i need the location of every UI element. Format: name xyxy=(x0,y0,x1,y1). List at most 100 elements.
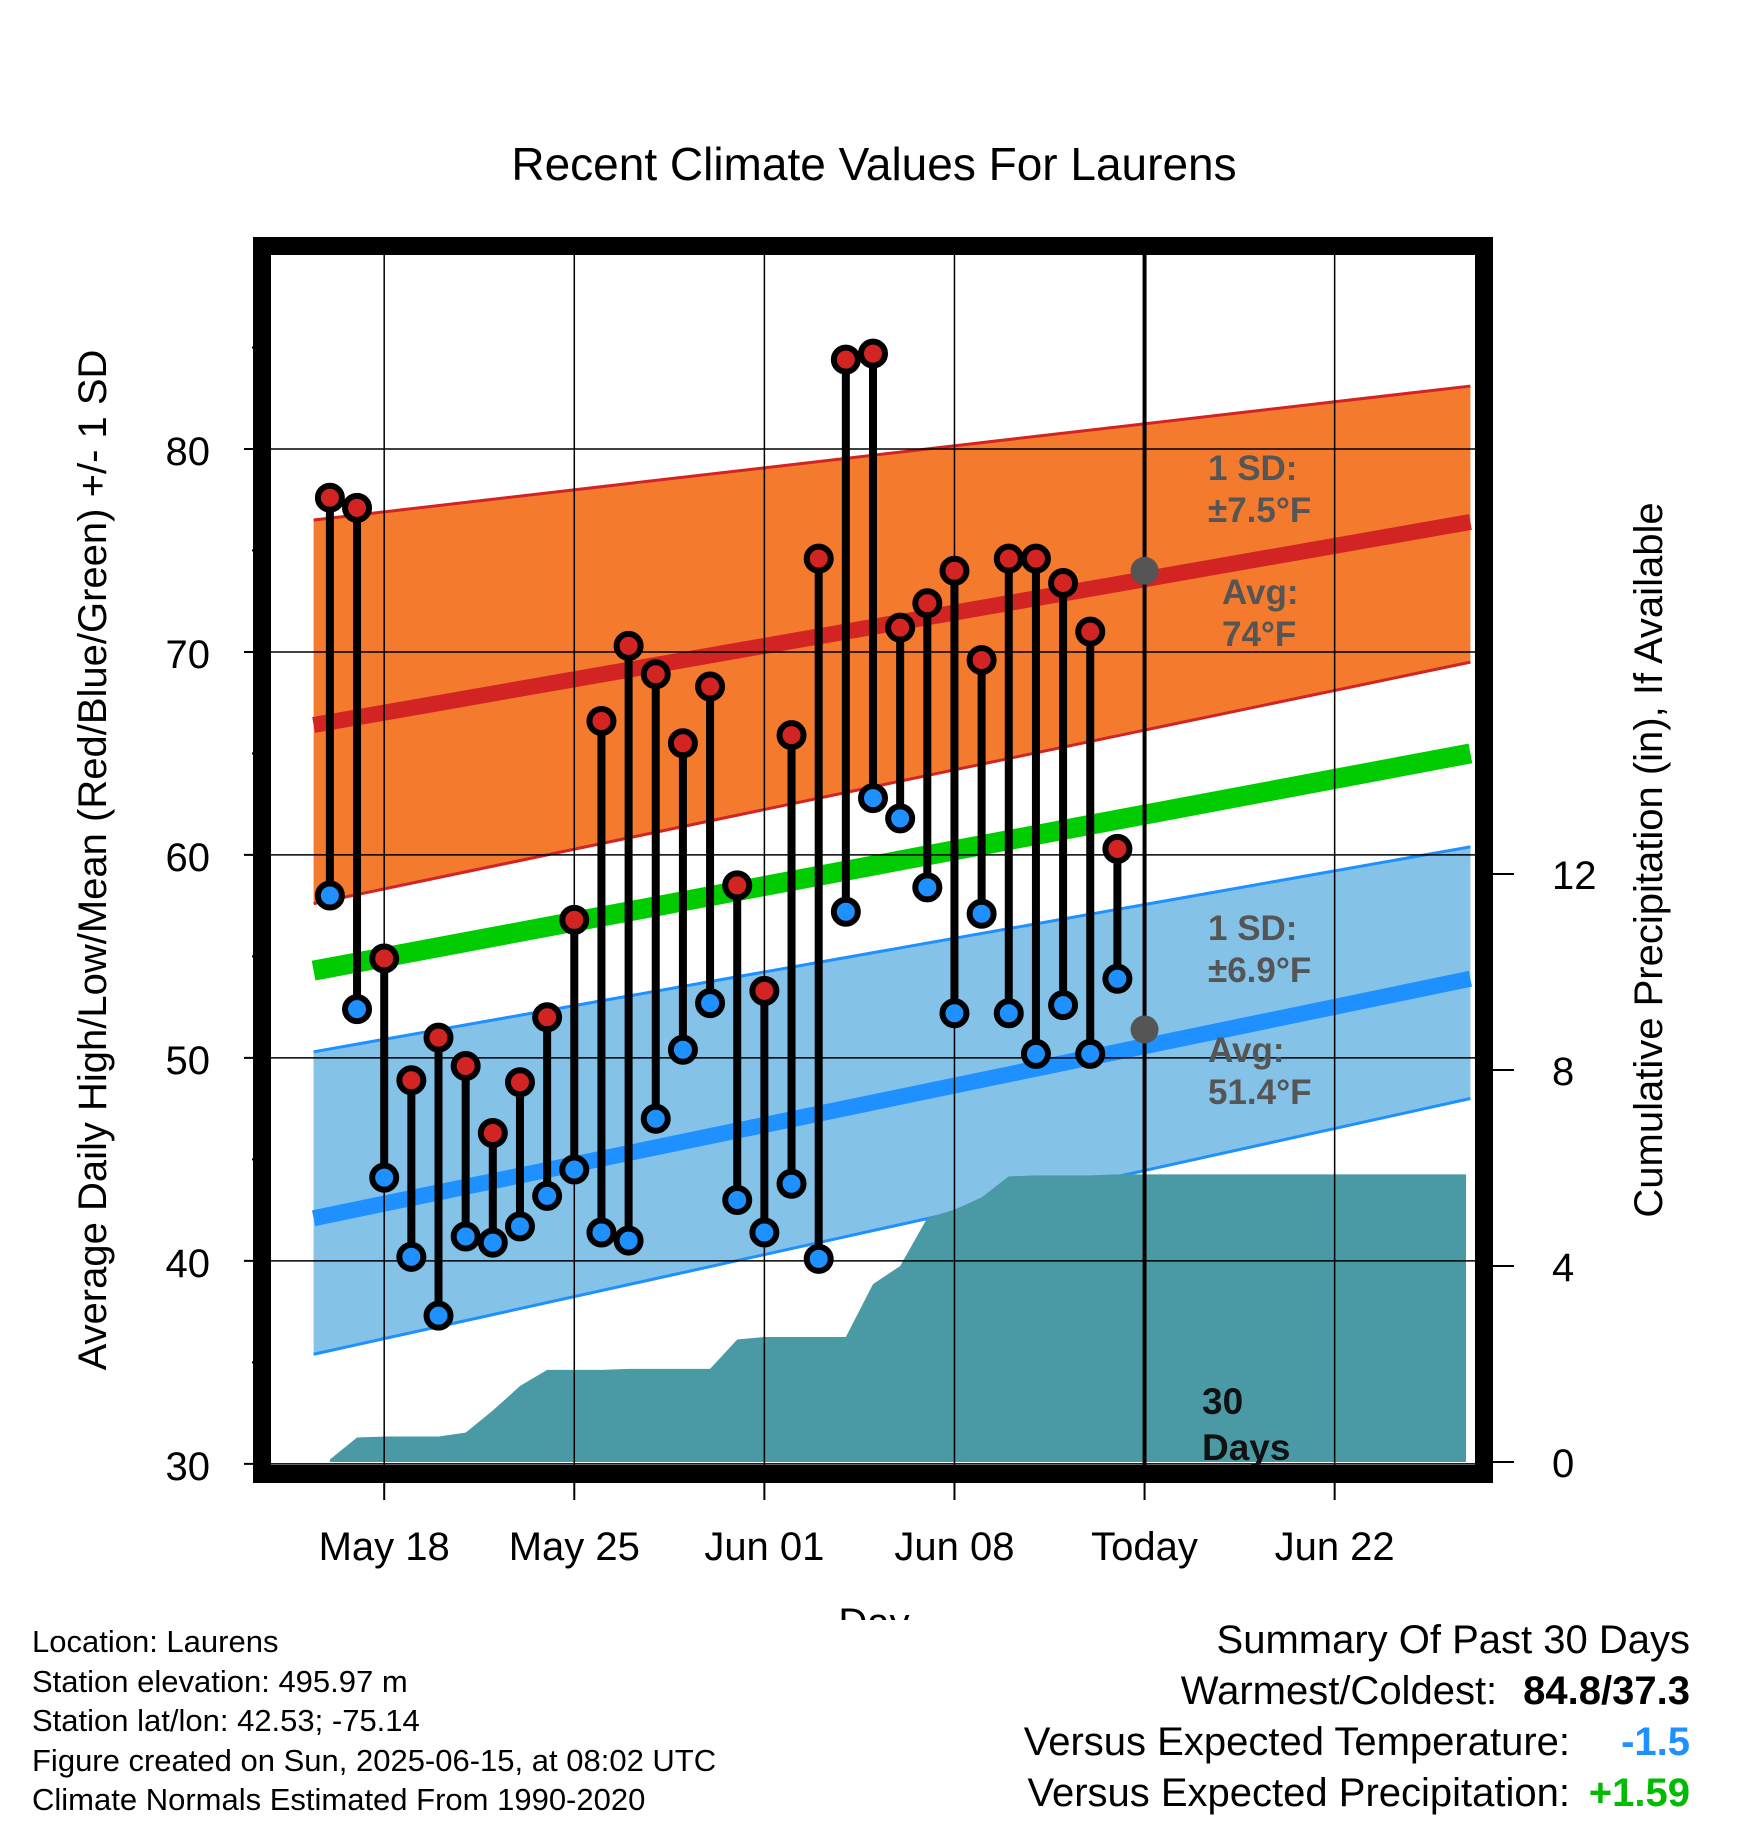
low-sd-annotation: 1 SD: ±6.9°F xyxy=(1208,909,1311,990)
prcp-label: Versus Expected Precipitation: xyxy=(1027,1771,1570,1815)
high-point xyxy=(559,904,590,935)
summary-temp-row: Versus Expected Temperature: -1.5 xyxy=(1024,1717,1690,1768)
summary-panel: Summary Of Past 30 Days Warmest/Coldest:… xyxy=(1024,1615,1690,1819)
high-point xyxy=(504,1067,535,1098)
today-low-avg-marker xyxy=(1130,1015,1159,1044)
low-point xyxy=(613,1225,644,1256)
high-point xyxy=(1102,833,1133,864)
x-axis-label: Day xyxy=(838,1601,909,1620)
low-point xyxy=(912,872,943,903)
low-point xyxy=(477,1227,508,1258)
high-point xyxy=(858,338,888,369)
location-text: Location: Laurens xyxy=(32,1624,279,1659)
high-point xyxy=(830,344,861,375)
high-point xyxy=(966,645,997,676)
precip-area xyxy=(329,1174,1466,1462)
x-tick-label-2: Jun 01 xyxy=(704,1525,824,1569)
y2-tick-label-0: 0 xyxy=(1552,1442,1574,1486)
low-point xyxy=(1075,1038,1106,1069)
climate-chart: Recent Climate Values For Laurens 1 SD: ±… xyxy=(71,138,1671,1620)
high-point xyxy=(776,720,807,751)
x-tick-label-1: May 25 xyxy=(509,1525,640,1569)
high-point xyxy=(477,1118,508,1149)
low-point xyxy=(423,1300,454,1331)
mean-line xyxy=(311,743,1473,981)
low-point xyxy=(532,1180,563,1211)
low-lower-edge xyxy=(313,1097,1471,1356)
high-point xyxy=(1075,616,1106,647)
low-point xyxy=(830,896,861,927)
low-point xyxy=(586,1217,617,1248)
warm-value: 84.8/37.3 xyxy=(1523,1669,1690,1713)
low-point xyxy=(369,1162,400,1193)
y-tick-label-5: 80 xyxy=(166,430,211,474)
low-point xyxy=(1020,1038,1051,1069)
x-tick-label-5: Jun 22 xyxy=(1275,1525,1395,1569)
low-point xyxy=(885,803,916,834)
low-point xyxy=(776,1168,807,1199)
today-high-avg-marker xyxy=(1130,556,1159,585)
high-point xyxy=(1048,567,1079,598)
high-upper-edge xyxy=(313,384,1471,522)
high-point xyxy=(1020,543,1051,574)
high-point xyxy=(939,555,970,586)
low-point xyxy=(504,1211,535,1242)
high-sd-annotation: 1 SD: ±7.5°F xyxy=(1208,449,1311,530)
high-point xyxy=(532,1002,563,1033)
low-point xyxy=(939,998,970,1029)
y-axis-label: Average Daily High/Low/Mean (Red/Blue/Gr… xyxy=(71,350,115,1371)
high-point xyxy=(586,705,617,736)
y2-tick-label-1: 4 xyxy=(1552,1246,1574,1290)
y2-tick-label-3: 12 xyxy=(1552,854,1597,898)
low-point xyxy=(640,1103,671,1134)
high-point xyxy=(342,492,373,523)
high-point xyxy=(667,728,698,759)
y-tick-label-0: 30 xyxy=(166,1445,211,1489)
high-point xyxy=(722,870,753,901)
low-point xyxy=(314,880,345,911)
high-lower-edge xyxy=(313,660,1471,906)
low-point xyxy=(858,783,888,814)
low-point xyxy=(993,998,1024,1029)
high-point xyxy=(695,671,726,702)
plot-frame xyxy=(253,237,1493,1483)
low-point xyxy=(342,994,373,1025)
created-text: Figure created on Sun, 2025-06-15, at 08… xyxy=(32,1742,717,1778)
high-point xyxy=(749,975,780,1006)
latlon-text: Station lat/lon: 42.53; -75.14 xyxy=(32,1703,420,1738)
low-point xyxy=(396,1241,427,1272)
low-point xyxy=(1102,963,1133,994)
temp-value: -1.5 xyxy=(1621,1720,1690,1764)
window-label: 30 Days xyxy=(1202,1381,1290,1468)
summary-prcp-row: Versus Expected Precipitation: +1.59 xyxy=(1024,1768,1690,1819)
low-point xyxy=(722,1184,753,1215)
low-mean-line xyxy=(311,970,1473,1227)
low-point xyxy=(450,1221,481,1252)
high-point xyxy=(314,482,345,513)
plot-area: 1 SD: ±7.5°F Avg: 74°F 1 SD: ±6.9°F Avg: 51.4°F… xyxy=(71,237,1671,1620)
low-point xyxy=(1048,990,1079,1021)
high-point xyxy=(640,659,671,690)
y-tick-label-2: 50 xyxy=(166,1039,211,1083)
high-point xyxy=(369,943,400,974)
high-point xyxy=(803,543,834,574)
elevation-text: Station elevation: 495.97 m xyxy=(32,1663,408,1699)
x-tick-label-0: May 18 xyxy=(319,1525,450,1569)
low-point xyxy=(695,988,726,1019)
chart-title: Recent Climate Values For Laurens xyxy=(511,138,1236,190)
summary-warm-row: Warmest/Coldest: 84.8/37.3 xyxy=(1024,1666,1690,1717)
y2-axis-label: Cumulative Precipitation (in), If Availa… xyxy=(1627,502,1671,1217)
low-upper-edge xyxy=(313,845,1471,1054)
low-avg-annotation: Avg: 51.4°F xyxy=(1208,1031,1312,1112)
prcp-value: +1.59 xyxy=(1588,1771,1690,1815)
high-point xyxy=(912,588,943,619)
summary-title: Summary Of Past 30 Days xyxy=(1216,1618,1690,1662)
temp-label: Versus Expected Temperature: xyxy=(1023,1720,1570,1764)
high-point xyxy=(613,630,644,661)
y2-tick-label-2: 8 xyxy=(1552,1050,1574,1094)
high-point xyxy=(450,1051,481,1082)
x-tick-label-3: Jun 08 xyxy=(894,1525,1014,1569)
y-tick-label-3: 60 xyxy=(166,836,211,880)
high-point xyxy=(423,1022,454,1053)
low-point xyxy=(749,1217,780,1248)
